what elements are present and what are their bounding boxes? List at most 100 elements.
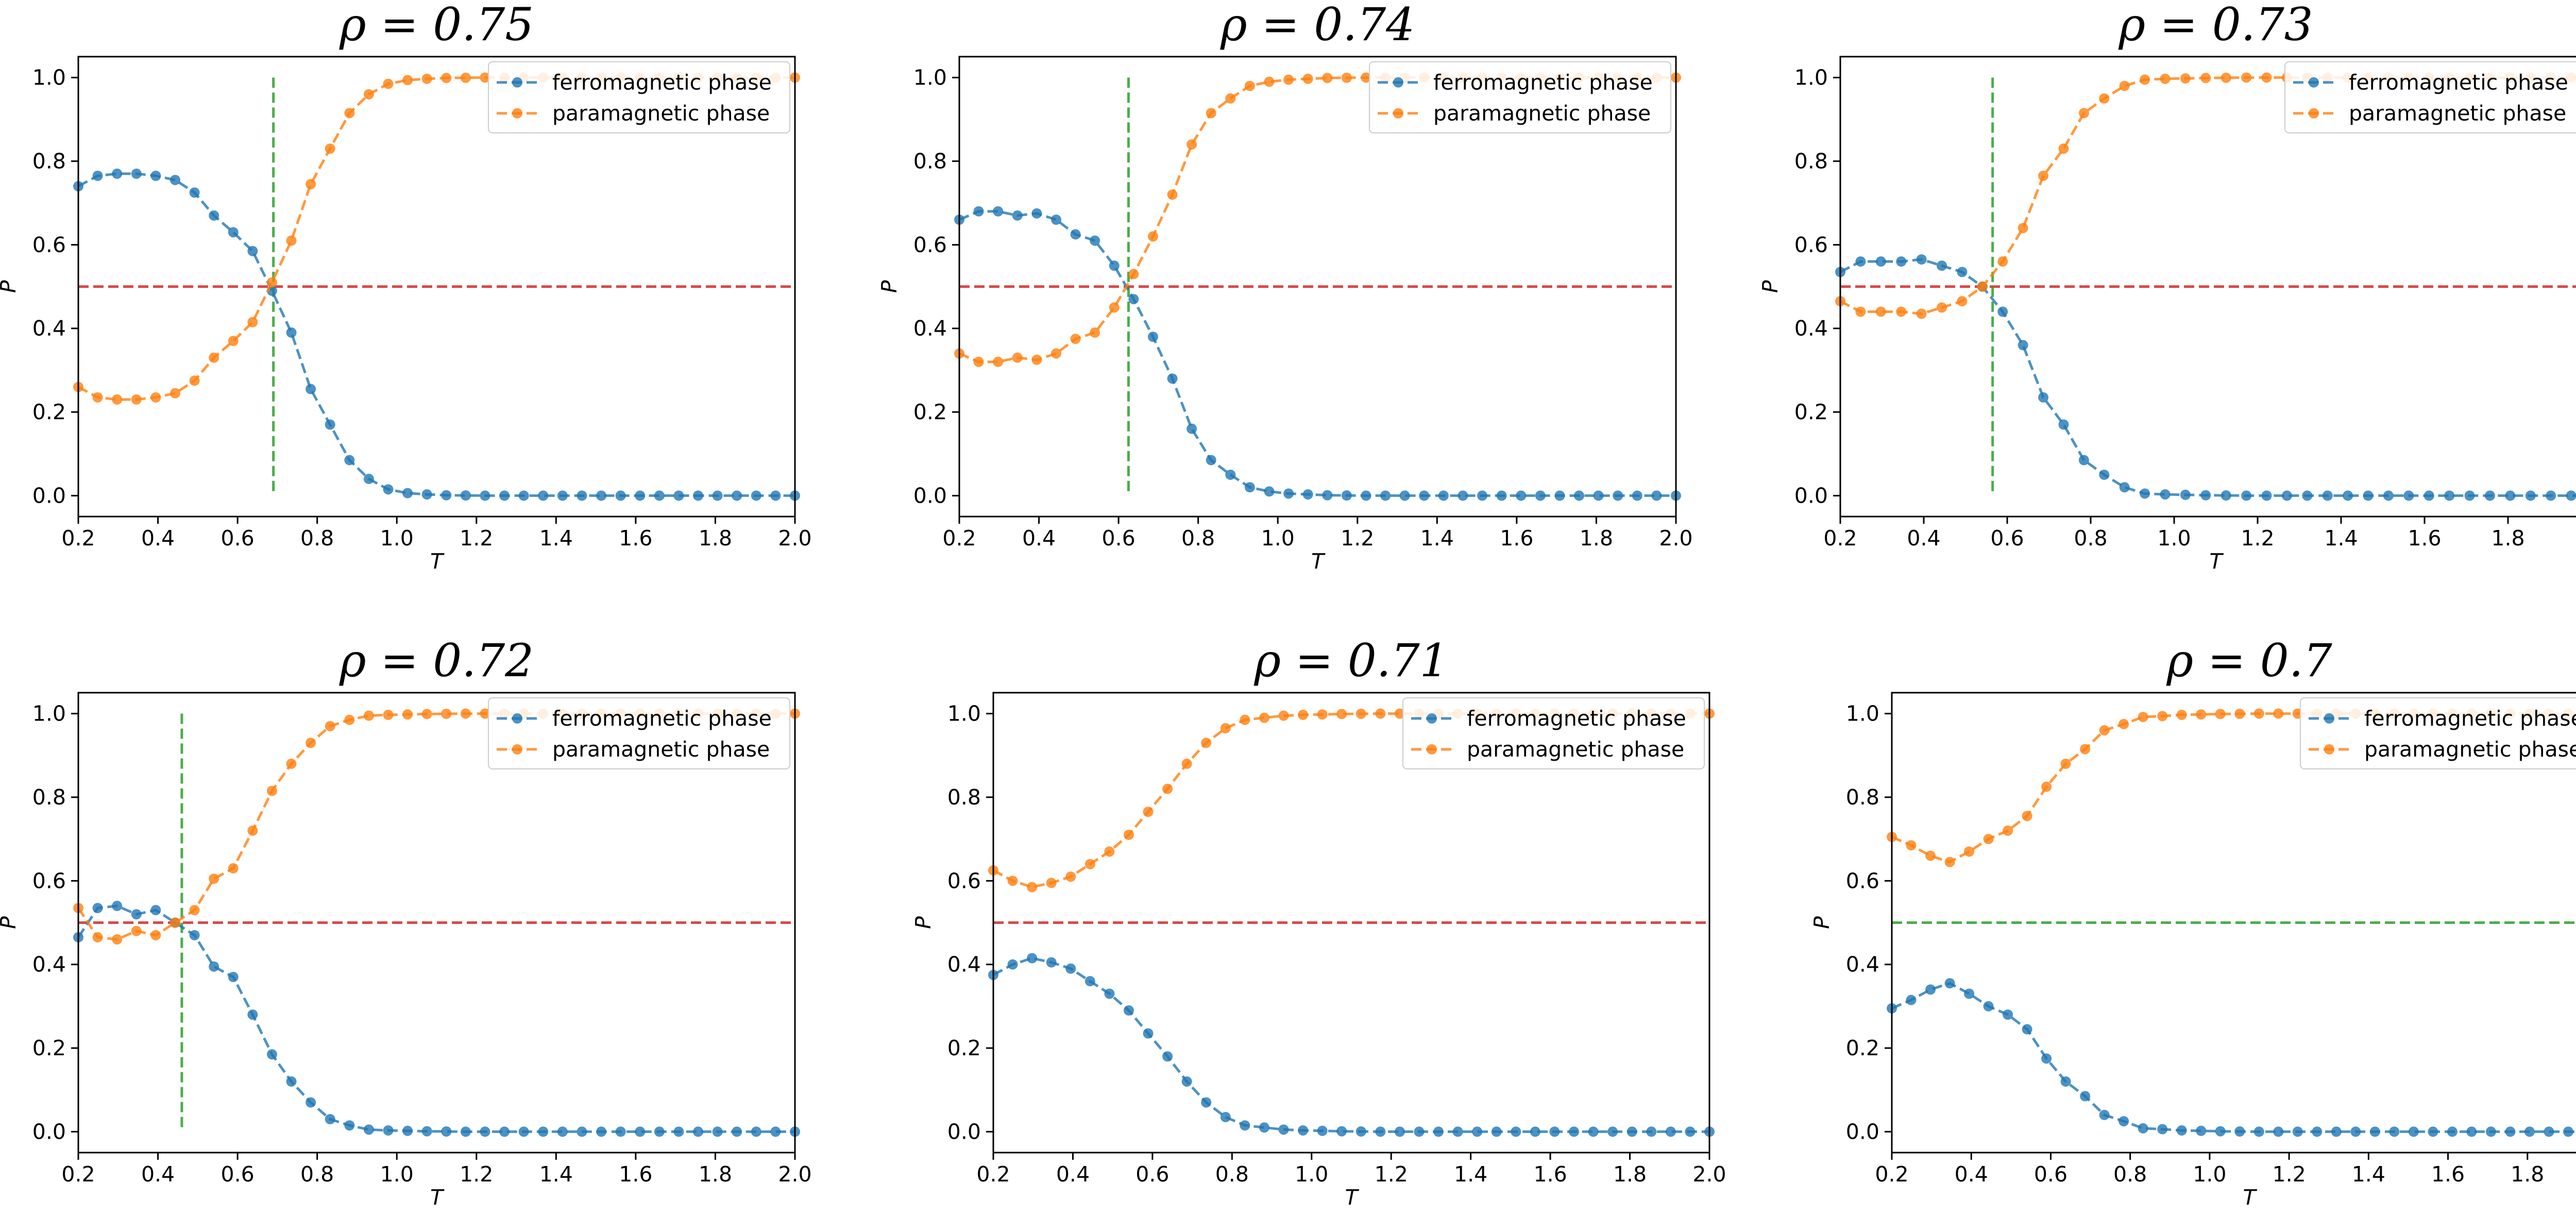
data-point bbox=[596, 490, 607, 501]
data-point bbox=[2428, 1126, 2438, 1137]
legend: ferromagnetic phase paramagnetic phase bbox=[488, 697, 790, 769]
data-point bbox=[1065, 963, 1076, 974]
legend-label: paramagnetic phase bbox=[2349, 101, 2566, 126]
series-ferromagnetic bbox=[73, 168, 800, 501]
data-point bbox=[1896, 306, 1907, 317]
data-point bbox=[170, 917, 180, 928]
y-tick-label: 0.6 bbox=[1846, 868, 1879, 893]
y-tick-label: 0.2 bbox=[947, 1036, 981, 1060]
data-point bbox=[2140, 488, 2150, 499]
data-point bbox=[2099, 469, 2110, 480]
legend-item: ferromagnetic phase bbox=[2293, 70, 2568, 95]
legend-swatch-marker bbox=[1427, 744, 1437, 754]
data-point bbox=[596, 1126, 607, 1137]
y-tick-label: 0.0 bbox=[1794, 483, 1828, 508]
data-point bbox=[1997, 306, 2008, 317]
data-point bbox=[732, 490, 742, 501]
data-point bbox=[1944, 856, 1955, 867]
subplot-5: ρ = 0.71 0.2 0.4 0.6 0.8 1.0 1.2 1.4 1.6 1.8 2.0 0.… bbox=[911, 634, 1726, 1210]
x-tick-label: 2.0 bbox=[1659, 526, 1692, 551]
data-point bbox=[1187, 423, 1197, 434]
data-point bbox=[693, 1126, 704, 1137]
data-point bbox=[615, 490, 626, 501]
legend: ferromagnetic phase paramagnetic phase bbox=[2284, 61, 2576, 133]
data-point bbox=[189, 930, 200, 940]
data-point bbox=[2022, 1024, 2032, 1035]
plot-frame bbox=[1839, 56, 2576, 518]
data-point bbox=[1964, 846, 1975, 857]
data-point bbox=[1147, 231, 1158, 242]
data-point bbox=[2292, 1126, 2303, 1137]
data-point bbox=[1855, 256, 1866, 267]
data-point bbox=[2038, 170, 2049, 181]
data-point bbox=[2176, 710, 2187, 720]
series-line bbox=[1891, 982, 2576, 1133]
data-point bbox=[1206, 455, 1216, 466]
data-point bbox=[2058, 143, 2069, 154]
data-point bbox=[1181, 1076, 1192, 1087]
x-tick-label: 1.2 bbox=[1375, 1162, 1408, 1187]
data-point bbox=[1147, 331, 1158, 342]
data-point bbox=[2524, 1126, 2535, 1137]
legend-label: ferromagnetic phase bbox=[552, 706, 772, 731]
subplot-1: ρ = 0.75 0.2 0.4 0.6 0.8 1.0 1.2 1.4 1.6 1.8 2.0 0.… bbox=[0, 0, 812, 574]
data-point bbox=[2196, 709, 2207, 720]
data-point bbox=[2234, 1126, 2245, 1137]
data-point bbox=[344, 455, 355, 466]
data-point bbox=[2099, 725, 2110, 736]
data-point bbox=[654, 1126, 665, 1137]
data-point bbox=[460, 708, 471, 719]
data-point bbox=[286, 327, 297, 338]
x-tick-label: 0.4 bbox=[141, 1162, 175, 1187]
data-point bbox=[2444, 490, 2455, 501]
legend-box bbox=[2300, 697, 2576, 769]
data-point bbox=[1414, 1126, 1425, 1137]
data-point bbox=[1201, 737, 1212, 748]
x-tick-label: 1.8 bbox=[1613, 1162, 1647, 1187]
data-point bbox=[1588, 1126, 1599, 1137]
data-point bbox=[2080, 1091, 2091, 1102]
data-point bbox=[2566, 490, 2576, 501]
y-tick-label: 0.8 bbox=[1846, 785, 1879, 810]
data-point bbox=[2484, 490, 2495, 501]
x-tick-label: 1.2 bbox=[2273, 1162, 2306, 1187]
x-tick-label: 1.4 bbox=[539, 1162, 573, 1187]
data-point bbox=[2078, 108, 2089, 118]
series-line bbox=[77, 172, 795, 497]
data-point bbox=[402, 488, 413, 499]
data-point bbox=[421, 74, 432, 84]
data-point bbox=[2099, 93, 2110, 104]
x-tick-label: 1.4 bbox=[1420, 526, 1454, 551]
legend-label: ferromagnetic phase bbox=[1467, 706, 1686, 731]
data-point bbox=[1143, 1028, 1154, 1039]
data-point bbox=[1162, 1051, 1173, 1062]
data-point bbox=[1569, 1126, 1580, 1137]
x-tick-label: 0.6 bbox=[1136, 1162, 1169, 1187]
data-point bbox=[673, 490, 684, 501]
legend-label: paramagnetic phase bbox=[1433, 101, 1651, 126]
data-point bbox=[92, 932, 103, 942]
y-tick-label: 0.6 bbox=[32, 868, 66, 893]
legend-item: paramagnetic phase bbox=[2309, 737, 2576, 762]
data-point bbox=[1957, 267, 1968, 278]
x-tick-label: 1.8 bbox=[2491, 526, 2524, 551]
data-point bbox=[518, 490, 529, 501]
x-tick-label: 0.2 bbox=[1823, 526, 1857, 551]
data-point bbox=[2022, 811, 2032, 821]
data-point bbox=[1031, 354, 1042, 365]
data-point bbox=[1322, 490, 1333, 501]
data-point bbox=[1685, 1126, 1696, 1137]
y-axis-label: P bbox=[911, 916, 936, 929]
data-point bbox=[209, 210, 219, 221]
x-tick-label: 0.4 bbox=[1056, 1162, 1090, 1187]
data-point bbox=[1167, 189, 1178, 200]
data-point bbox=[518, 1126, 529, 1137]
data-point bbox=[2322, 490, 2333, 501]
data-point bbox=[1128, 294, 1139, 304]
data-point bbox=[1012, 210, 1023, 221]
data-point bbox=[131, 909, 142, 920]
data-point bbox=[2343, 490, 2353, 501]
data-point bbox=[209, 961, 219, 972]
data-point bbox=[2140, 74, 2150, 85]
y-tick-label: 0.6 bbox=[1794, 232, 1828, 257]
